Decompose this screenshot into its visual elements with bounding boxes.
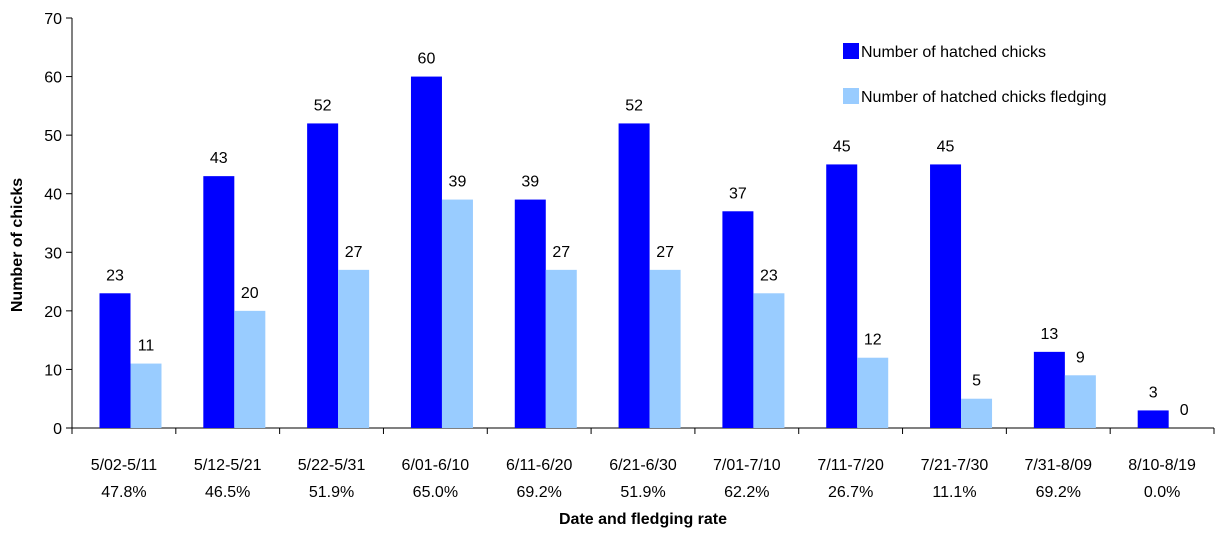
x-tick-label: 5/12-5/21 — [194, 457, 262, 474]
data-label: 45 — [833, 138, 851, 155]
x-tick-label: 7/11-7/20 — [817, 457, 884, 474]
x-tick-rate-label: 26.7% — [828, 484, 873, 501]
data-label: 39 — [449, 174, 467, 191]
bar-hatched — [99, 293, 131, 428]
data-label: 60 — [418, 51, 436, 68]
x-tick-label: 7/01-7/10 — [713, 457, 781, 474]
x-tick-label: 7/21-7/30 — [921, 457, 989, 474]
data-label: 27 — [656, 244, 674, 261]
bar-hatched — [722, 211, 754, 428]
bar-hatched — [618, 123, 650, 428]
bars — [99, 76, 1169, 429]
x-tick-label: 7/31-8/09 — [1024, 457, 1092, 474]
data-labels: 23 43 52 60 39 52 37 45 45 13 3 11 20 27 39 27 27 23 12 5 9 0 — [106, 51, 1189, 419]
bar-fledging — [234, 310, 266, 428]
x-tick-rate-label: 0.0% — [1144, 484, 1180, 501]
legend-label: Number of hatched chicks — [861, 44, 1046, 61]
x-tick-rate-label: 11.1% — [932, 484, 976, 501]
data-label: 13 — [1040, 326, 1058, 343]
x-axis-title: Date and fledging rate — [559, 511, 727, 528]
bar-hatched — [1033, 351, 1065, 428]
bar-fledging — [753, 293, 785, 428]
data-label: 45 — [937, 138, 955, 155]
x-tick-rate-label: 47.8% — [101, 484, 146, 501]
legend-swatch — [843, 88, 859, 104]
data-label: 23 — [760, 267, 778, 284]
bar-hatched — [826, 164, 858, 428]
data-label: 9 — [1076, 349, 1085, 366]
x-tick-rate-label: 51.9% — [309, 484, 354, 501]
x-tick-rate-label: 46.5% — [205, 484, 250, 501]
bar-hatched — [1137, 410, 1169, 428]
x-tick-rate-label: 65.0% — [413, 484, 458, 501]
bar-fledging — [545, 269, 577, 428]
y-tick-label: 10 — [44, 362, 62, 379]
data-label: 3 — [1149, 384, 1158, 401]
bar-fledging — [441, 199, 473, 428]
y-tick-label: 60 — [44, 70, 62, 87]
x-tick-rate-label: 51.9% — [620, 484, 665, 501]
x-axis: 5/02-5/11 47.8% 5/12-5/21 46.5% 5/22-5/31 51.… — [71, 427, 1215, 501]
bar-hatched — [514, 199, 546, 428]
bar-hatched — [930, 164, 962, 428]
data-label: 43 — [210, 150, 228, 167]
data-label: 27 — [552, 244, 570, 261]
x-tick-label: 6/01-6/10 — [402, 457, 470, 474]
x-tick-label: 5/02-5/11 — [91, 457, 158, 474]
data-label: 20 — [241, 285, 259, 302]
legend: Number of hatched chicks Number of hatche… — [843, 43, 1106, 106]
y-tick-label: 30 — [44, 245, 62, 262]
x-tick-label: 6/11-6/20 — [506, 457, 573, 474]
data-label: 23 — [106, 267, 124, 284]
bar-fledging — [338, 269, 370, 428]
data-label: 39 — [521, 174, 539, 191]
y-tick-label: 40 — [44, 187, 62, 204]
x-tick-label: 6/21-6/30 — [609, 457, 677, 474]
x-tick-rate-label: 69.2% — [1036, 484, 1081, 501]
data-label: 52 — [314, 97, 332, 114]
data-label: 37 — [729, 185, 747, 202]
y-tick-label: 50 — [44, 128, 62, 145]
bar-fledging — [649, 269, 681, 428]
data-label: 11 — [138, 338, 155, 355]
bar-fledging — [857, 357, 889, 428]
data-label: 0 — [1180, 402, 1189, 419]
bar-fledging — [961, 398, 993, 428]
legend-label: Number of hatched chicks fledging — [861, 89, 1106, 106]
data-label: 52 — [625, 97, 643, 114]
legend-swatch — [843, 43, 859, 59]
y-tick-label: 0 — [53, 421, 62, 438]
bar-fledging — [130, 363, 162, 428]
data-label: 27 — [345, 244, 363, 261]
x-tick-label: 8/10-8/19 — [1128, 457, 1196, 474]
bar-fledging — [1064, 375, 1096, 428]
y-tick-label: 70 — [44, 11, 62, 28]
bar-hatched — [307, 123, 339, 428]
data-label: 12 — [864, 332, 882, 349]
x-tick-rate-label: 62.2% — [724, 484, 769, 501]
y-tick-label: 20 — [44, 304, 62, 321]
x-tick-label: 5/22-5/31 — [298, 457, 366, 474]
data-label: 5 — [972, 373, 981, 390]
y-axis-title: Number of chicks — [9, 178, 26, 312]
bar-hatched — [203, 176, 235, 428]
x-tick-rate-label: 69.2% — [516, 484, 561, 501]
y-axis: 0 10 20 30 40 50 60 70 — [44, 11, 73, 438]
bar-hatched — [410, 76, 442, 429]
